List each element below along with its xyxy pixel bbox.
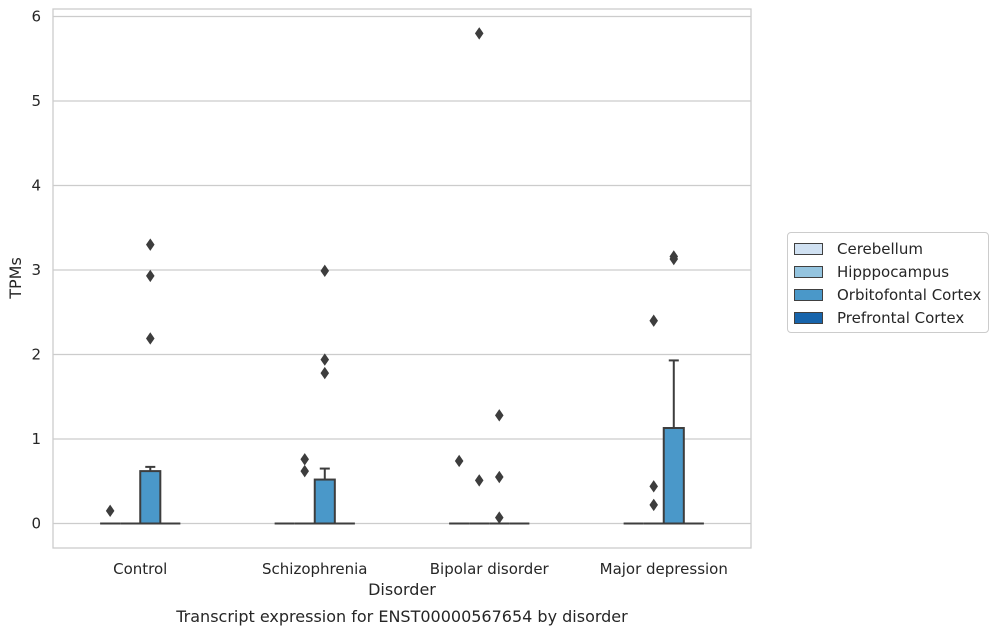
legend-label: Orbitofontal Cortex xyxy=(837,285,982,304)
x-tick-labels: Control Schizophrenia Bipolar disorder Majo… xyxy=(113,560,728,578)
y-axis-label: TPMs xyxy=(6,257,25,300)
box xyxy=(139,470,162,525)
outlier-point xyxy=(494,409,504,422)
legend-swatch xyxy=(794,265,823,278)
y-tick-label: 2 xyxy=(31,346,41,364)
gridlines xyxy=(53,15,751,525)
legend-item: Cerebellum xyxy=(788,237,988,260)
outlier-point xyxy=(145,332,155,345)
box-layer xyxy=(100,27,704,525)
outlier-point xyxy=(320,366,330,380)
outlier-point xyxy=(145,238,155,251)
box-group xyxy=(294,453,315,525)
legend-swatch xyxy=(794,311,823,324)
box-group xyxy=(449,454,470,525)
legend-swatch xyxy=(794,288,823,301)
outlier-point xyxy=(145,269,155,283)
outlier-point xyxy=(474,27,484,40)
outlier-point xyxy=(669,252,679,266)
x-axis-label: Disorder xyxy=(368,580,436,599)
outlier-point xyxy=(494,511,504,524)
x-tick-label: Major depression xyxy=(600,560,728,578)
y-tick-label: 6 xyxy=(31,8,41,26)
legend: Cerebellum Hipppocampus Orbitofontal Corte… xyxy=(787,232,989,333)
outlier-point xyxy=(454,454,464,468)
box-group xyxy=(313,264,336,525)
outlier-point xyxy=(649,314,659,327)
outlier-point xyxy=(300,464,310,478)
box-group xyxy=(139,238,162,525)
legend-label: Cerebellum xyxy=(837,239,923,258)
y-tick-labels: 0 1 2 3 4 5 6 xyxy=(31,8,41,533)
box-group xyxy=(469,27,490,525)
legend-item: Prefrontal Cortex xyxy=(788,306,988,329)
x-tick-label: Bipolar disorder xyxy=(430,560,550,578)
outlier-point xyxy=(300,453,310,466)
outlier-point xyxy=(649,480,659,493)
y-tick-label: 5 xyxy=(31,92,41,110)
x-tick-label: Schizophrenia xyxy=(262,560,367,578)
box-group xyxy=(643,314,664,525)
box xyxy=(662,427,685,525)
outlier-point xyxy=(474,474,484,487)
legend-label: Prefrontal Cortex xyxy=(837,308,965,327)
chart-title: Transcript expression for ENST0000056765… xyxy=(175,607,628,626)
outlier-point xyxy=(320,353,330,366)
x-tick-label: Control xyxy=(113,560,167,578)
legend-swatch xyxy=(794,242,823,255)
y-tick-label: 0 xyxy=(31,515,41,533)
outlier-point xyxy=(649,498,659,512)
outlier-point xyxy=(105,504,115,518)
box-group xyxy=(100,504,121,525)
outlier-point xyxy=(320,264,330,278)
plot-area-frame xyxy=(52,8,752,549)
outlier-point xyxy=(494,470,504,484)
box-group xyxy=(489,409,510,525)
legend-label: Hipppocampus xyxy=(837,262,950,281)
y-tick-label: 4 xyxy=(31,177,41,195)
legend-item: Hipppocampus xyxy=(788,260,988,283)
box xyxy=(313,478,336,525)
y-tick-label: 3 xyxy=(31,261,41,279)
y-tick-label: 1 xyxy=(31,430,41,448)
legend-item: Orbitofontal Cortex xyxy=(788,283,988,306)
box-group xyxy=(662,250,685,525)
